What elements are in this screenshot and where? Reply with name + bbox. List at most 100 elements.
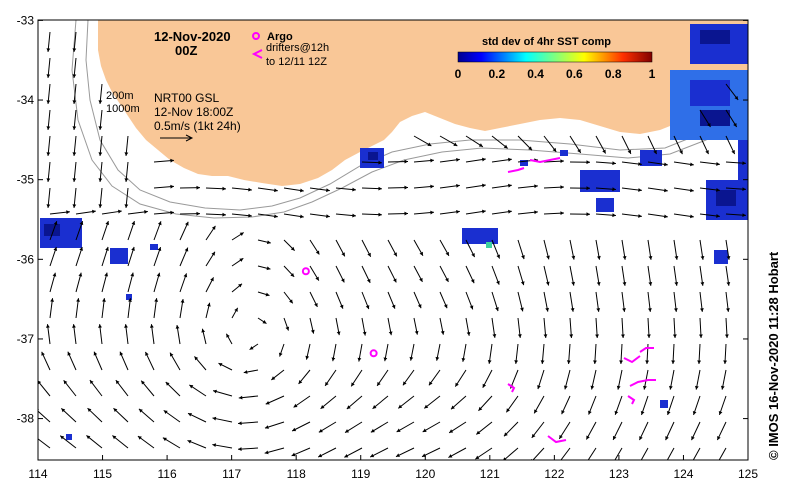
current-arrow-head bbox=[577, 148, 581, 153]
current-arrow-head bbox=[724, 334, 729, 338]
current-arrow-head bbox=[514, 360, 519, 364]
current-arrow-head bbox=[571, 255, 576, 260]
current-arrow-head bbox=[621, 334, 625, 338]
y-tick-label: -34 bbox=[17, 93, 35, 107]
current-arrow-head bbox=[456, 183, 460, 188]
current-arrow-head bbox=[543, 334, 548, 338]
current-arrow-head bbox=[690, 188, 694, 193]
current-arrow-head bbox=[393, 252, 397, 257]
current-arrow-head bbox=[93, 351, 98, 356]
current-arrow-head bbox=[531, 433, 536, 438]
current-arrow-head bbox=[72, 152, 77, 156]
current-arrow-head bbox=[66, 210, 70, 215]
current-arrow-head bbox=[72, 324, 76, 328]
current-arrow-head bbox=[138, 408, 143, 413]
current-arrow-head bbox=[79, 221, 84, 226]
current-arrow-head bbox=[469, 305, 474, 310]
current-arrow-head bbox=[718, 410, 723, 415]
current-arrow-head bbox=[222, 186, 226, 191]
current-arrow-head bbox=[733, 122, 737, 127]
current-arrow-head bbox=[344, 453, 349, 458]
current-arrow-head bbox=[449, 429, 454, 433]
current-arrow-head bbox=[475, 455, 480, 460]
current-arrow-head bbox=[67, 351, 72, 356]
current-arrow-head bbox=[566, 360, 571, 364]
current-arrow-head bbox=[404, 185, 408, 190]
current-arrow-head bbox=[175, 325, 180, 329]
current-arrow-head bbox=[170, 210, 174, 215]
current-arrow-head bbox=[430, 210, 434, 215]
current-arrow-head bbox=[325, 381, 329, 386]
current-arrow-head bbox=[559, 434, 563, 439]
current-arrow-head bbox=[266, 266, 271, 271]
current-arrow-head bbox=[476, 430, 481, 435]
current-arrow-head bbox=[506, 408, 510, 413]
x-tick-label: 123 bbox=[609, 467, 629, 481]
current-arrow-head bbox=[314, 302, 318, 307]
current-arrow-head bbox=[72, 100, 77, 104]
current-arrow-head bbox=[370, 428, 375, 433]
current-arrow-head bbox=[211, 251, 215, 256]
argo-float-marker bbox=[301, 267, 310, 276]
current-arrow-head bbox=[707, 123, 711, 128]
current-arrow-head bbox=[249, 346, 254, 350]
current-arrow-head bbox=[326, 214, 330, 219]
current-arrow-head bbox=[378, 212, 382, 217]
current-arrow-head bbox=[586, 435, 590, 440]
current-arrow-head bbox=[238, 283, 243, 288]
current-arrow-head bbox=[196, 185, 200, 190]
current-arrow-head bbox=[664, 462, 667, 466]
current-arrow bbox=[587, 447, 597, 460]
current-arrow-head bbox=[440, 330, 445, 335]
current-arrow-head bbox=[345, 429, 350, 433]
current-arrow-head bbox=[318, 428, 323, 433]
current-arrow-head bbox=[189, 384, 194, 389]
current-arrow-head bbox=[720, 385, 725, 390]
current-arrow-head bbox=[336, 331, 341, 336]
current-arrow-head bbox=[492, 334, 497, 338]
x-tick-label: 120 bbox=[415, 467, 435, 481]
current-arrow-head bbox=[503, 457, 507, 460]
current-arrow-head bbox=[46, 178, 51, 182]
current-arrow-head bbox=[346, 405, 351, 410]
current-arrow-head bbox=[414, 330, 419, 335]
current-arrow-head bbox=[300, 188, 304, 193]
current-arrow-head bbox=[41, 351, 45, 356]
current-arrow-head bbox=[290, 272, 295, 277]
current-arrow-head bbox=[105, 221, 110, 225]
current-arrow-head bbox=[50, 298, 54, 302]
current-arrow-head bbox=[98, 126, 103, 130]
current-arrow-head bbox=[194, 356, 199, 361]
current-arrow-head bbox=[365, 305, 370, 310]
current-arrow-head bbox=[326, 188, 330, 193]
current-arrow-head bbox=[234, 307, 238, 312]
current-arrow-head bbox=[646, 334, 651, 338]
current-arrow-head bbox=[92, 209, 96, 214]
current-arrow-head bbox=[596, 308, 601, 312]
current-arrow-head bbox=[664, 162, 668, 167]
current-arrow-head bbox=[196, 211, 200, 216]
current-arrow-head bbox=[648, 256, 653, 260]
current-arrow-head bbox=[265, 292, 270, 297]
current-arrow-head bbox=[602, 149, 606, 154]
x-tick-label: 114 bbox=[28, 467, 47, 481]
current-arrow-head bbox=[435, 356, 440, 361]
current-arrow-head bbox=[165, 381, 170, 386]
current-arrow-head bbox=[466, 332, 471, 336]
current-arrow-head bbox=[672, 334, 677, 338]
argo-label: Argo bbox=[267, 31, 293, 43]
drifter-label-line2: to 12/11 12Z bbox=[266, 56, 327, 68]
current-arrow-head bbox=[377, 381, 381, 386]
current-arrow-head bbox=[700, 308, 704, 312]
contour-label-1000m: 1000m bbox=[106, 103, 140, 115]
current-arrow-head bbox=[170, 158, 174, 163]
current-arrow-head bbox=[98, 324, 102, 328]
current-arrow-head bbox=[210, 277, 214, 282]
current-arrow-head bbox=[622, 308, 626, 312]
current-arrow-head bbox=[404, 211, 408, 216]
current-arrow-head bbox=[130, 272, 135, 277]
current-arrow-head bbox=[534, 184, 538, 189]
current-arrow-head bbox=[674, 282, 679, 286]
current-arrow-head bbox=[124, 324, 128, 328]
current-arrow-head bbox=[679, 150, 683, 155]
